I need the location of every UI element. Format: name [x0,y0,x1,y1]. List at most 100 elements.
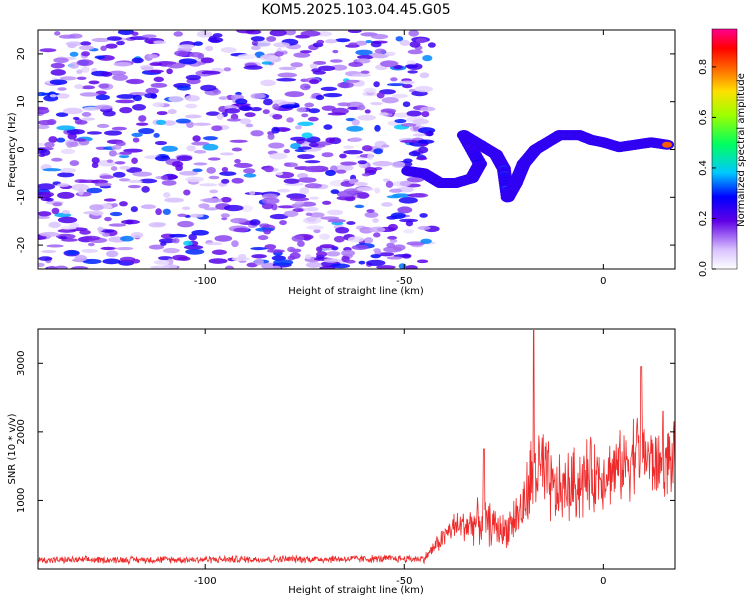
heatmap-cell [386,242,396,248]
heatmap-cell [223,67,232,72]
heatmap-cell [184,95,200,102]
heatmap-cell [98,83,110,89]
heatmap-cell [295,200,305,205]
heatmap-cell [662,141,673,148]
heatmap-cell [239,118,252,125]
heatmap-cell [176,155,193,162]
heatmap-cell [172,238,180,244]
heatmap-cell [316,251,328,258]
heatmap-cell [351,119,360,126]
heatmap-cell [321,152,334,158]
heatmap-cell [219,171,237,176]
heatmap-cells [38,30,675,269]
heatmap-cell [203,136,218,141]
y-tick-label: -10 [16,189,27,205]
heatmap-cell [234,159,241,164]
heatmap-cell [330,263,351,269]
y-tick-label: 1000 [16,488,27,513]
heatmap-cell [399,39,410,46]
heatmap-cell [337,82,354,89]
heatmap-cell [297,146,312,150]
heatmap-cell [81,117,96,121]
heatmap-cell [414,85,434,93]
heatmap-cell [119,151,132,155]
colorbar-tick-label: 0.4 [698,160,709,176]
heatmap-cell [351,244,369,251]
heatmap-cell [233,162,253,168]
heatmap-cell [386,256,403,260]
heatmap-cell [66,128,85,135]
heatmap-cell [96,123,110,128]
heatmap-cell [207,157,221,161]
colorbar-tick-label: 0.0 [698,261,709,277]
heatmap-cell [304,102,315,108]
heatmap-cell [57,172,75,178]
heatmap-cell [294,125,302,130]
heatmap-cell [71,183,89,191]
heatmap-cell [126,167,142,174]
heatmap-cell [427,42,436,48]
x-tick-label: -100 [194,276,217,287]
heatmap-cell [164,197,185,203]
heatmap-cell [81,248,99,254]
heatmap-cell [364,167,378,174]
colorbar-gradient [711,28,738,270]
heatmap-cell [419,213,428,218]
heatmap-cell [185,248,205,255]
heatmap-cell [156,111,168,116]
heatmap-cell [372,218,379,223]
heatmap-cell [97,226,104,232]
heatmap-cell [361,145,373,152]
heatmap-cell [278,66,297,71]
y-tick-label: -20 [16,237,27,253]
heatmap-cell [370,101,383,106]
heatmap-cell [399,218,419,223]
heatmap-cell [138,178,158,184]
heatmap-cell [57,93,70,99]
heatmap-cell [337,102,351,107]
heatmap-cell [80,41,92,46]
heatmap-cell [38,92,47,97]
heatmap-cell [373,81,380,88]
heatmap-cell [57,216,78,224]
heatmap-cell [402,83,413,89]
heatmap-cell [65,250,79,255]
heatmap-cell [175,118,191,124]
colorbar-ticks: 0.0 0.2 0.4 0.6 0.8 [698,59,716,277]
heatmap-cell [58,34,76,39]
heatmap-cell [91,162,99,169]
heatmap-cell [309,212,325,218]
heatmap-cell [130,206,138,213]
heatmap-cell [251,40,259,46]
heatmap-cell [341,249,356,257]
heatmap-cell [147,69,165,73]
heatmap-cell [49,94,57,98]
heatmap-cell [202,197,223,203]
heatmap-cell [299,83,311,91]
heatmap-cell [166,174,179,180]
heatmap-cell [284,91,305,98]
snr-y-axis-label: SNR (10 * v/v) [7,413,18,484]
heatmap-cell [46,118,57,125]
heatmap-cell [132,137,140,143]
heatmap-cell [44,141,55,148]
heatmap-cell [152,40,167,45]
heatmap-cell [269,152,288,160]
heatmap-x-ticks: -100 -50 0 [194,30,607,287]
heatmap-cell [366,259,386,267]
heatmap-cell [250,107,262,112]
heatmap-cell [269,213,289,220]
heatmap-cell [127,179,143,184]
heatmap-cell [46,244,64,248]
heatmap-cell [150,82,168,88]
heatmap-cell [262,109,270,115]
heatmap-cell [100,71,113,77]
heatmap-cell [42,168,62,172]
heatmap-cell [144,93,157,99]
heatmap-cell [236,30,256,34]
heatmap-cell [179,170,199,176]
heatmap-cell [51,157,63,162]
heatmap-cell [417,139,435,144]
heatmap-cell [126,78,145,85]
heatmap-cell [348,178,357,184]
